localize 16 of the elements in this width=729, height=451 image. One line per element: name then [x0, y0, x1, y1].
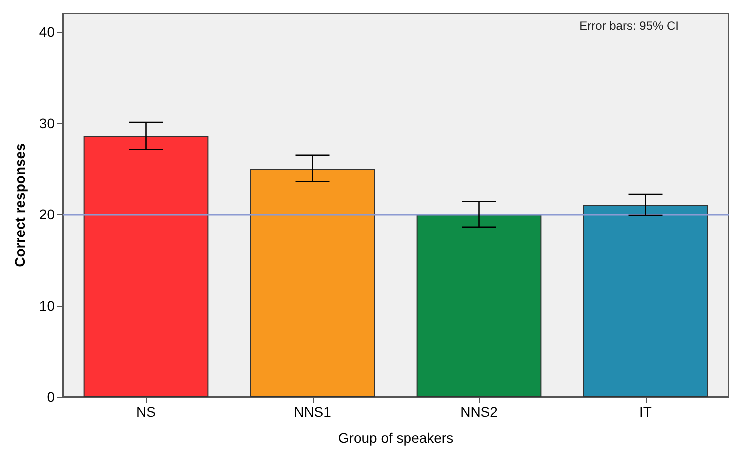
x-tick-label: IT [640, 404, 652, 420]
annotation: Error bars: 95% CI [580, 19, 680, 33]
x-tick-label: NNS1 [294, 404, 332, 420]
y-axis-title: Correct responses [12, 143, 28, 268]
x-axis-title: Group of speakers [338, 430, 454, 446]
x-tick-label: NS [136, 404, 156, 420]
bar [250, 169, 376, 397]
y-tick-label: 30 [39, 115, 56, 132]
y-tick-label: 40 [39, 24, 56, 40]
y-tick-label: 20 [39, 206, 56, 223]
bar [583, 206, 708, 397]
x-tick-label: NNS2 [460, 404, 498, 420]
y-tick-label: 10 [39, 298, 56, 314]
bar [416, 214, 542, 397]
bar [84, 136, 209, 397]
y-tick-label: 0 [47, 389, 56, 405]
